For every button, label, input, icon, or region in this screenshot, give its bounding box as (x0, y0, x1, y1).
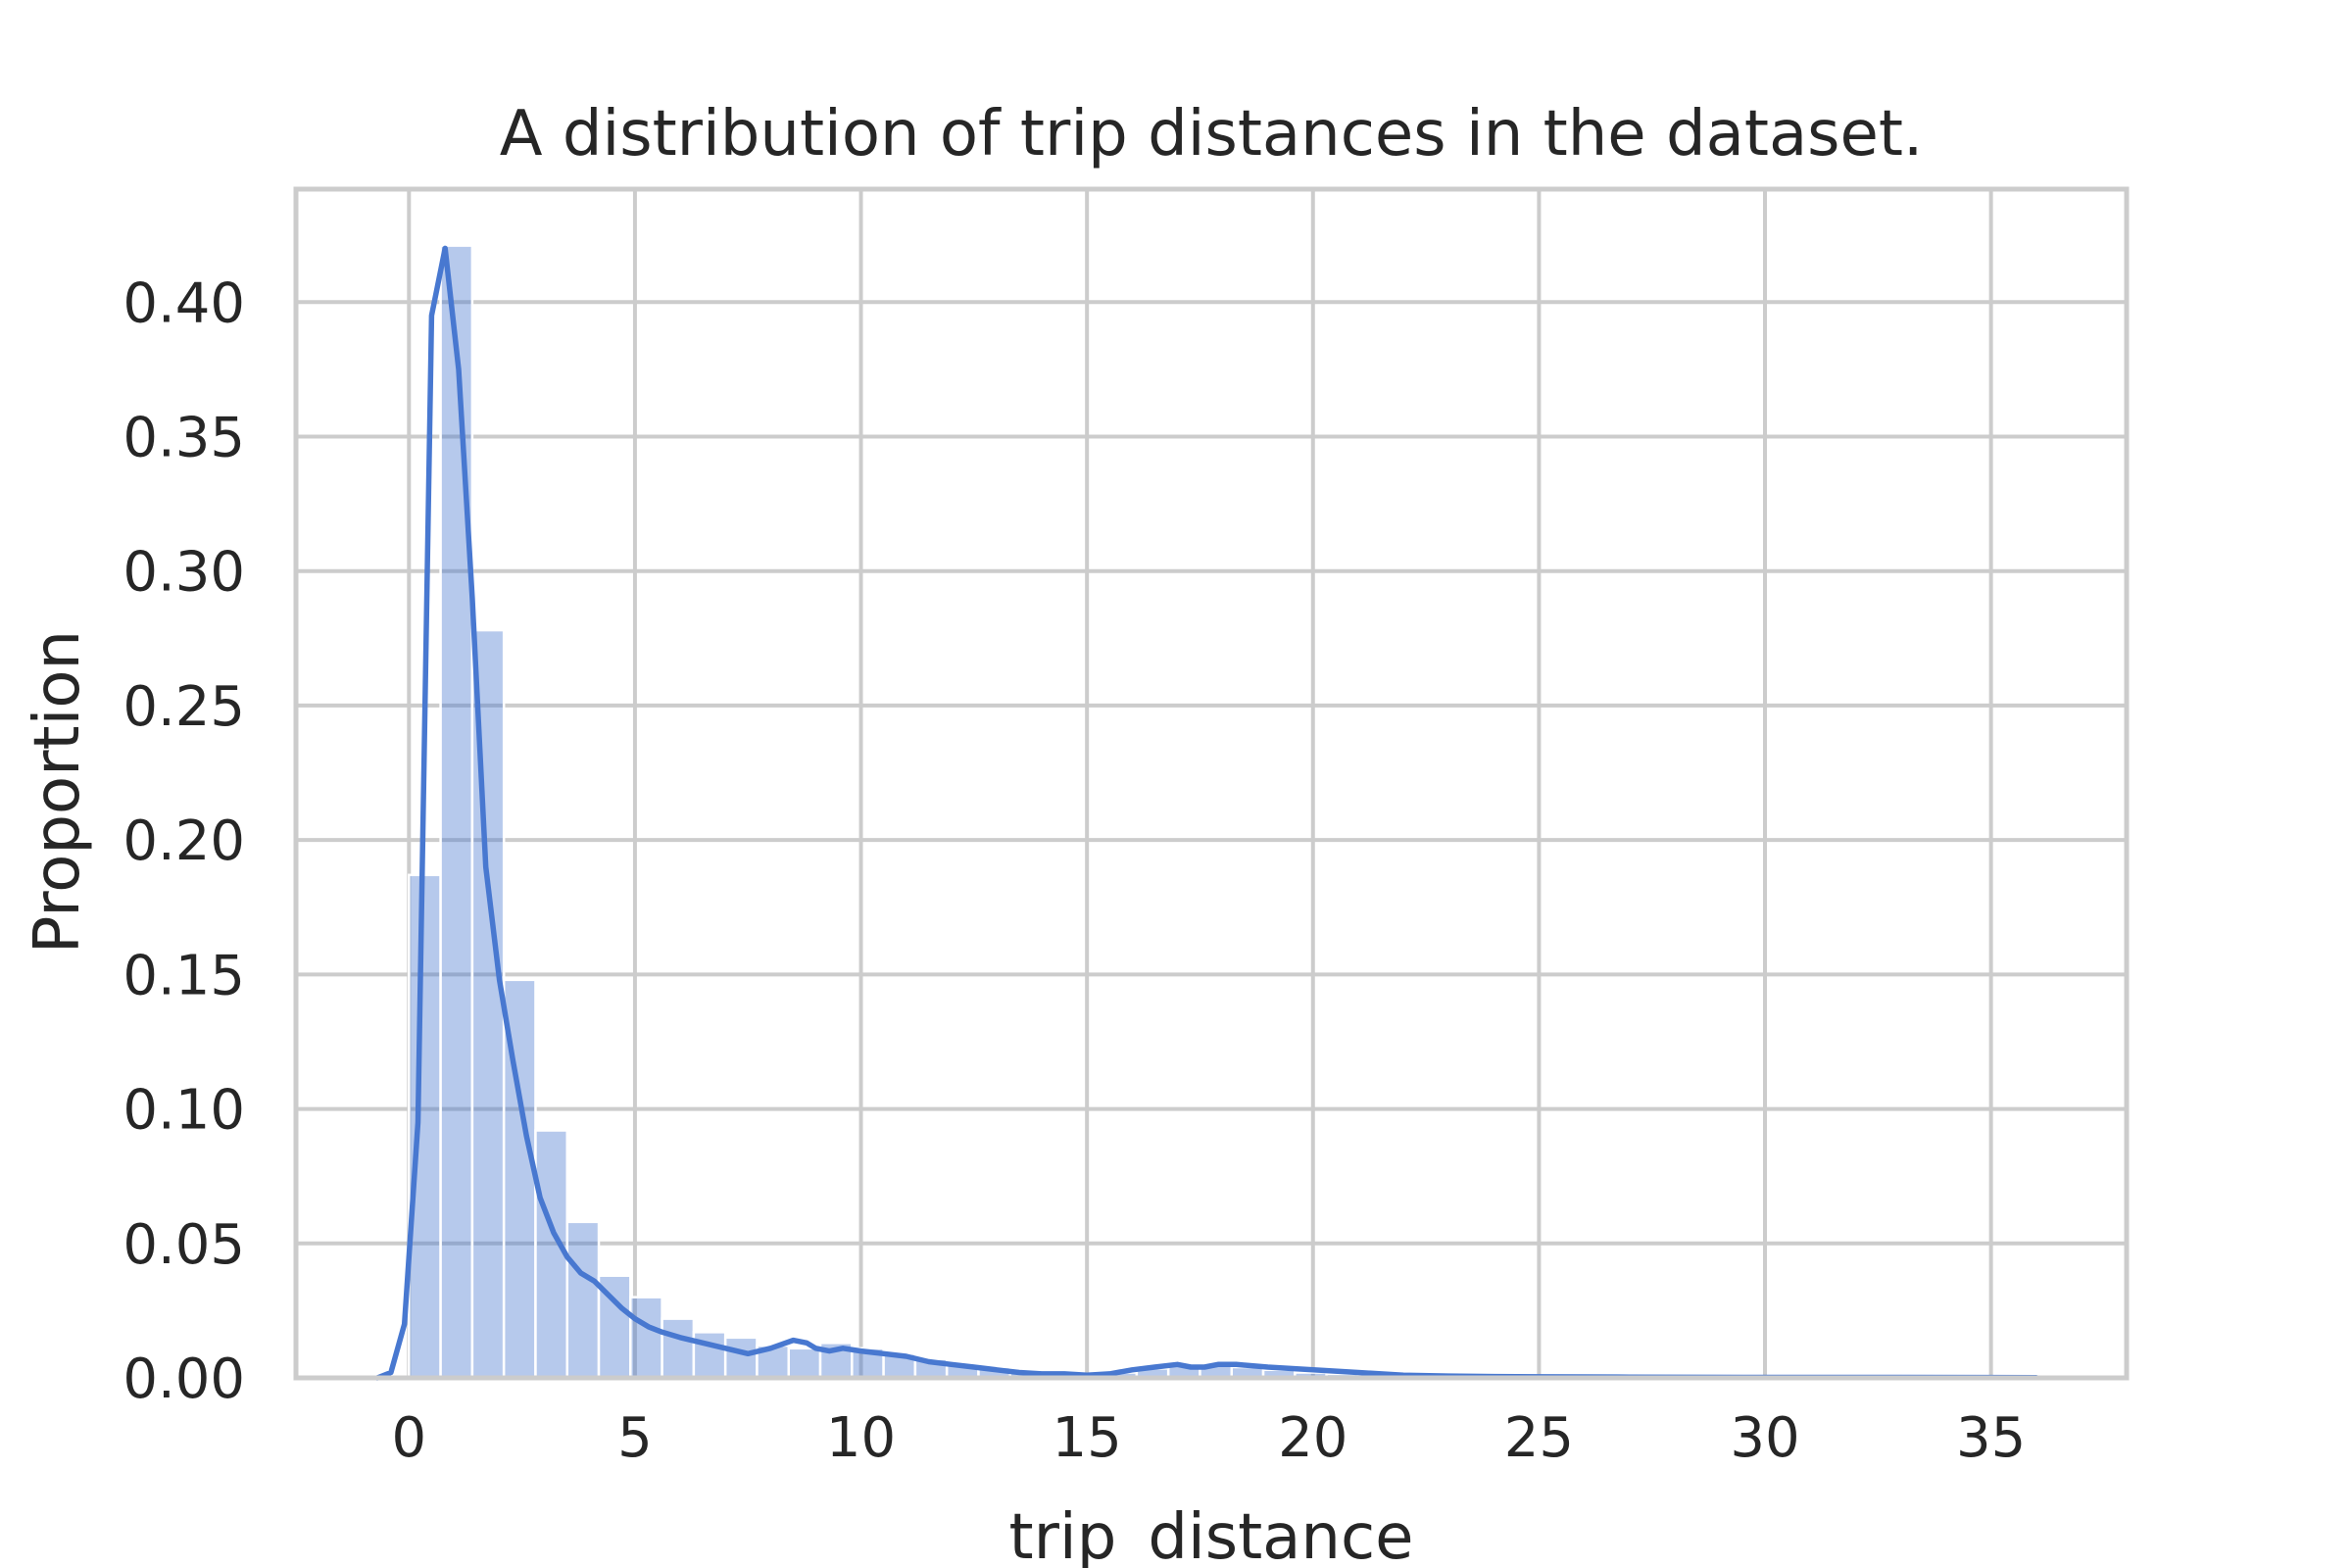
x-tick-label: 20 (1278, 1406, 1348, 1470)
y-tick-label: 0.00 (122, 1348, 245, 1411)
histogram-bar (408, 873, 442, 1380)
x-tick-label: 15 (1053, 1406, 1122, 1470)
x-tick-label: 0 (391, 1406, 426, 1470)
x-tick-label: 30 (1730, 1406, 1799, 1470)
x-tick-label: 10 (826, 1406, 896, 1470)
histogram-bar (534, 1129, 568, 1380)
x-axis-label: trip_distance (1009, 1501, 1414, 1568)
y-tick-label: 0.35 (122, 406, 245, 469)
histogram-bar (470, 628, 506, 1380)
y-tick-label: 0.15 (122, 944, 245, 1007)
histogram-bar (787, 1347, 822, 1380)
histogram-bar (692, 1331, 727, 1380)
y-tick-label: 0.05 (122, 1213, 245, 1277)
kde-line-layer (374, 245, 2039, 1381)
x-tick-label: 35 (1956, 1406, 2026, 1470)
grid-layer (296, 189, 2127, 1380)
histogram-bar (661, 1317, 696, 1380)
y-tick-label: 0.30 (122, 541, 245, 605)
x-tick-label: 5 (617, 1406, 653, 1470)
x-tick-label: 25 (1504, 1406, 1574, 1470)
y-tick-label: 0.25 (122, 675, 245, 739)
histogram-bar (723, 1336, 759, 1380)
y-tick-label: 0.20 (122, 809, 245, 873)
chart-title: A distribution of trip distances in the … (500, 98, 1924, 171)
tick-labels: 0 5 10 15 20 25 30 35 0.00 0.05 0.10 0.15 0.20 0.25 0.… (122, 271, 2026, 1470)
y-axis-label: Proportion (22, 630, 94, 954)
kde-line (374, 245, 2039, 1381)
plot-frame (293, 186, 2130, 1381)
histogram-bar (565, 1220, 601, 1380)
y-tick-label: 0.10 (122, 1079, 245, 1143)
histogram-bar (439, 244, 474, 1380)
histogram-bar (629, 1296, 663, 1380)
y-tick-label: 0.40 (122, 271, 245, 335)
